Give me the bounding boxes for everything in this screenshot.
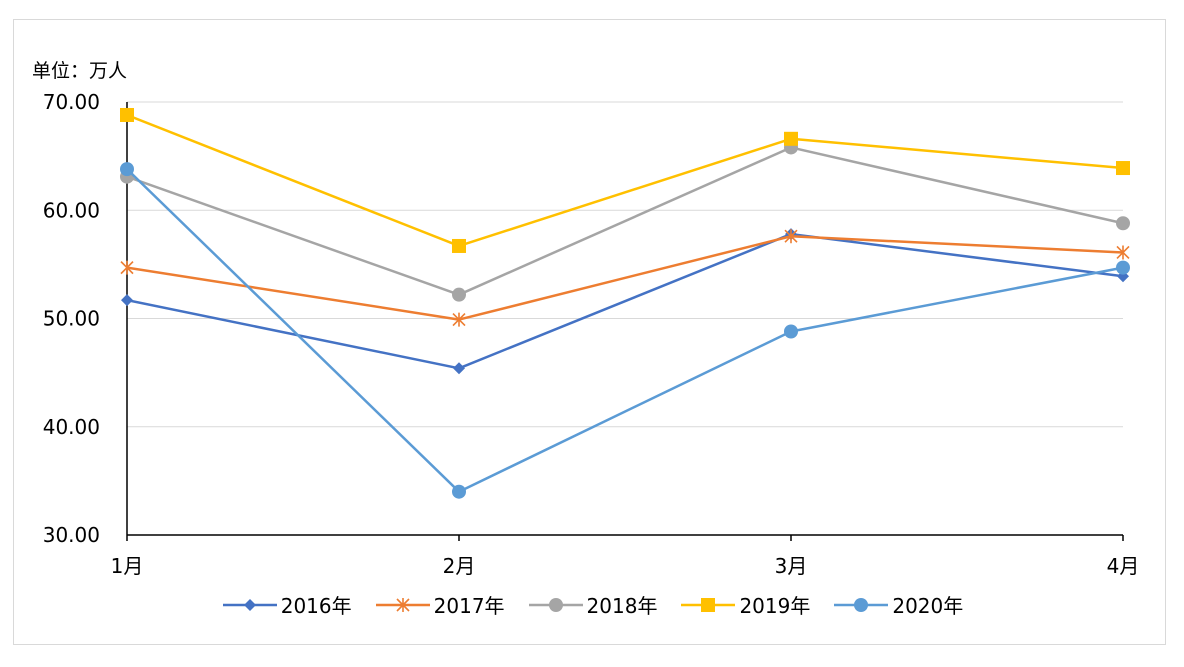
unit-label: 单位：万人 <box>32 60 128 82</box>
data-point <box>1116 216 1130 231</box>
legend-label: 2019年 <box>739 594 811 618</box>
data-point <box>453 362 465 375</box>
legend-item: 2020年 <box>832 590 963 619</box>
legend: 2016年 2017年 2018年 2019年 2020年 <box>0 590 1184 619</box>
legend-marker <box>396 597 410 612</box>
legend-swatch-icon <box>681 597 736 612</box>
data-point <box>784 324 798 339</box>
chart-frame <box>13 19 1166 645</box>
y-tick-label: 50.00 <box>43 307 100 331</box>
legend-swatch-icon <box>222 598 277 611</box>
y-tick-label: 70.00 <box>43 90 100 114</box>
x-tick-label: 4月 <box>1107 554 1140 578</box>
legend-swatch-icon <box>834 597 889 612</box>
data-point <box>452 484 466 499</box>
legend-item: 2016年 <box>221 590 352 619</box>
series-line <box>126 168 1124 493</box>
legend-label: 2018年 <box>586 594 658 618</box>
data-point <box>452 312 466 327</box>
series-2020年 <box>120 162 1130 499</box>
y-tick-label: 40.00 <box>43 415 100 439</box>
legend-marker <box>701 597 716 612</box>
legend-label: 2020年 <box>892 594 964 618</box>
data-point <box>120 260 134 275</box>
data-point <box>452 238 466 253</box>
data-point <box>784 131 798 146</box>
legend-item: 2017年 <box>374 590 505 619</box>
series-line <box>126 113 1124 248</box>
legend-marker <box>854 597 869 612</box>
data-point <box>120 162 134 177</box>
x-tick-label: 1月 <box>111 554 144 578</box>
y-tick-label: 60.00 <box>43 198 100 222</box>
legend-swatch-icon <box>375 597 430 612</box>
legend-item: 2018年 <box>527 590 658 619</box>
legend-item: 2019年 <box>679 590 810 619</box>
series-line <box>126 232 1124 370</box>
series-2017年 <box>120 229 1130 327</box>
data-point <box>784 229 798 244</box>
data-point <box>120 107 134 122</box>
legend-marker <box>548 597 563 612</box>
x-tick-label: 2月 <box>443 554 476 578</box>
series-line <box>126 234 1124 321</box>
data-point <box>1116 245 1130 260</box>
legend-label: 2016年 <box>280 594 352 618</box>
legend-marker <box>243 598 256 611</box>
series-line <box>126 146 1124 296</box>
data-point <box>1116 161 1130 176</box>
legend-label: 2017年 <box>433 594 505 618</box>
legend-swatch-icon <box>528 597 583 612</box>
data-point <box>1116 260 1130 275</box>
series-2016年 <box>121 228 1129 375</box>
data-point <box>452 287 466 302</box>
y-tick-label: 30.00 <box>43 523 100 547</box>
data-point <box>121 294 133 307</box>
x-tick-label: 3月 <box>775 554 808 578</box>
series-2019年 <box>120 107 1130 253</box>
